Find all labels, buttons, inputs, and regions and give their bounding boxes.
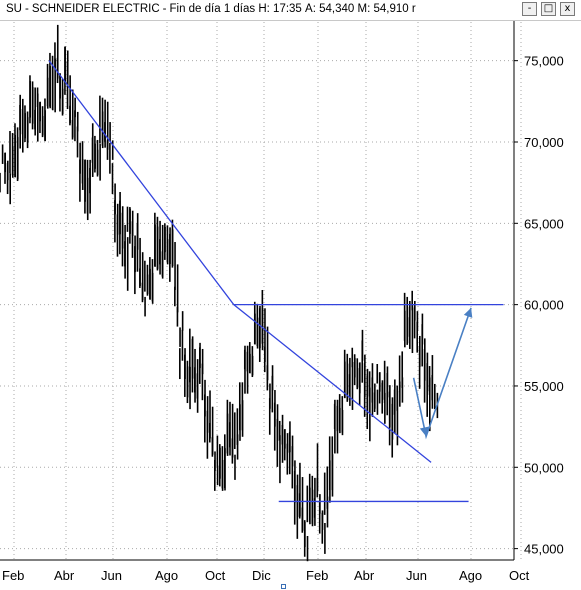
title-last: A: 54,340 xyxy=(305,3,355,15)
y-tick-label: 65,000 xyxy=(524,216,564,231)
y-tick-label: 50,000 xyxy=(524,460,564,475)
window-title-bar: SU - SCHNEIDER ELECTRIC - Fin de día 1 días … xyxy=(0,0,581,21)
x-tick-label: Abr xyxy=(354,568,375,583)
projection-arrowhead-up xyxy=(463,307,473,318)
x-tick-label: Ago xyxy=(459,568,482,583)
x-tick-label: Jun xyxy=(406,568,427,583)
y-tick-label: 60,000 xyxy=(524,298,564,313)
x-tick-label: Feb xyxy=(306,568,328,583)
scroll-marker[interactable] xyxy=(281,584,286,589)
x-tick-label: Oct xyxy=(509,568,530,583)
minimize-button[interactable]: - xyxy=(522,2,537,16)
x-tick-label: Feb xyxy=(2,568,24,583)
plot-area xyxy=(0,20,514,560)
maximize-button[interactable]: □ xyxy=(541,2,556,16)
close-button[interactable]: x xyxy=(560,2,575,16)
x-tick-label: Oct xyxy=(205,568,226,583)
title-symbol: SU xyxy=(6,3,22,15)
y-tick-label: 70,000 xyxy=(524,135,564,150)
x-tick-label: Jun xyxy=(101,568,122,583)
window-title: SU - SCHNEIDER ELECTRIC - Fin de día 1 días … xyxy=(6,3,416,15)
x-tick-label: Abr xyxy=(54,568,75,583)
title-mid: M: 54,910 xyxy=(357,3,409,15)
y-tick-label: 75,000 xyxy=(524,54,564,69)
title-name: SCHNEIDER ELECTRIC xyxy=(31,3,160,15)
projection-arrowhead-down xyxy=(419,426,429,437)
x-tick-label: Ago xyxy=(155,568,178,583)
title-period: Fin de día 1 días xyxy=(169,3,256,15)
title-high: H: 17:35 xyxy=(258,3,302,15)
title-trail: r xyxy=(411,3,416,15)
y-tick-label: 45,000 xyxy=(524,542,564,557)
y-tick-label: 55,000 xyxy=(524,379,564,394)
x-tick-label: Dic xyxy=(252,568,271,583)
